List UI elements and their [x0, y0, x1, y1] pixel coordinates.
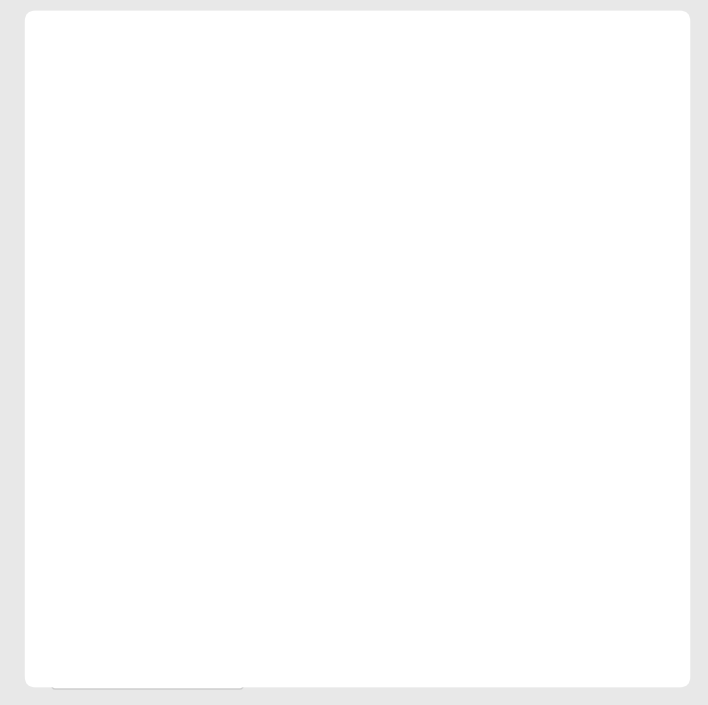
- Circle shape: [68, 436, 96, 464]
- Text: sp: sp: [108, 441, 130, 460]
- Text: the atom's orbital(s) is/are not: the atom's orbital(s) is/are not: [108, 360, 405, 379]
- Circle shape: [68, 546, 96, 574]
- Circle shape: [68, 364, 96, 392]
- Text: What is the hybridization state of the atom: What is the hybridization state of the a…: [55, 58, 489, 77]
- Text: hybridized: hybridized: [128, 386, 230, 405]
- Text: ³: ³: [262, 545, 268, 559]
- Text: sp: sp: [108, 551, 130, 570]
- Text: ²: ²: [262, 490, 268, 504]
- Circle shape: [68, 491, 96, 519]
- FancyBboxPatch shape: [52, 645, 243, 689]
- Text: H: H: [333, 168, 346, 186]
- Text: C: C: [334, 206, 346, 224]
- Text: indicated in red?: indicated in red?: [55, 90, 223, 109]
- Text: C: C: [384, 206, 396, 224]
- Text: sp: sp: [108, 496, 130, 515]
- Text: N:: N:: [436, 206, 454, 224]
- Text: H: H: [289, 206, 301, 224]
- Text: H: H: [333, 244, 346, 262]
